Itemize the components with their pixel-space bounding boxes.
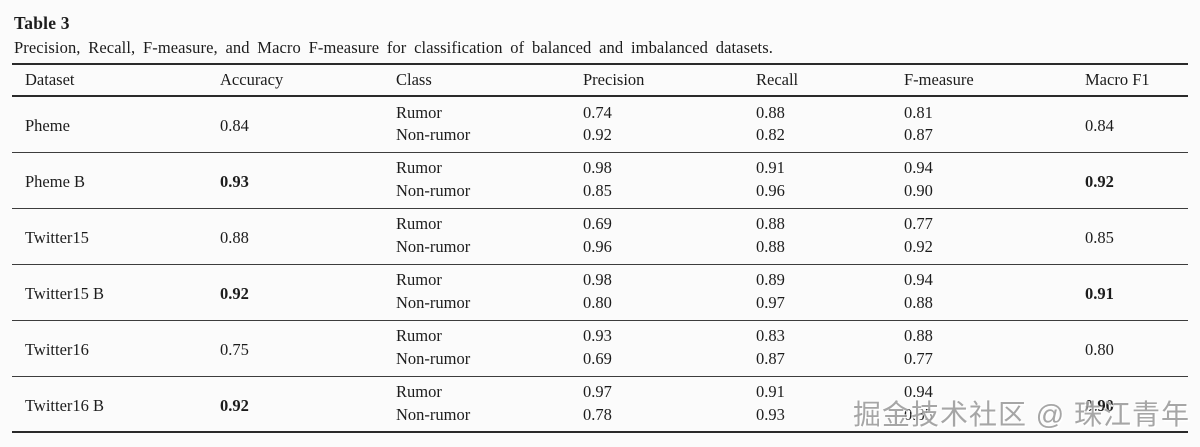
class-cell: Non-rumor [396, 125, 471, 145]
fmeasure-cell: 0.94 [904, 382, 933, 402]
recall-cell: 0.93 [756, 405, 785, 424]
dataset-cell: Twitter15 [25, 228, 89, 247]
macro-f1-cell: 0.85 [1085, 228, 1114, 247]
class-cell: Rumor [396, 158, 442, 178]
class-cell: Rumor [396, 102, 442, 122]
recall-cell: 0.83 [756, 326, 785, 346]
recall-cell: 0.88 [756, 237, 785, 257]
table-header: Dataset Accuracy Class Precision Recall … [12, 63, 1188, 97]
fmeasure-cell: 0.77 [904, 214, 933, 234]
precision-cell: 0.69 [583, 349, 612, 369]
fmeasure-cell: 0.90 [904, 181, 933, 201]
precision-cell: 0.85 [583, 181, 612, 201]
precision-cell: 0.98 [583, 158, 612, 178]
dataset-cell: Pheme [25, 116, 70, 136]
precision-cell: 0.92 [583, 125, 612, 145]
precision-cell: 0.69 [583, 214, 612, 234]
table-number: Table 3 [14, 13, 70, 33]
macro-f1-cell: 0.91 [1085, 284, 1114, 303]
table-row-group-pheme-b: Pheme B 0.93 Rumor 0.98 0.91 0.94 0.92 N… [12, 152, 1188, 208]
fmeasure-cell: 0.88 [904, 326, 933, 346]
accuracy-cell: 0.88 [220, 228, 249, 247]
table-row-group-twitter15-b: Twitter15 B 0.92 Rumor 0.98 0.89 0.94 0.… [12, 264, 1188, 320]
macro-f1-cell: 0.92 [1085, 172, 1114, 191]
dataset-cell: Twitter16 [25, 340, 89, 359]
class-cell: Non-rumor [396, 405, 471, 424]
class-cell: Rumor [396, 382, 442, 402]
class-cell: Non-rumor [396, 181, 471, 201]
precision-cell: 0.74 [583, 102, 612, 122]
class-cell: Rumor [396, 270, 442, 290]
class-cell: Non-rumor [396, 293, 471, 313]
table-row-group-twitter16: Twitter16 0.75 Rumor 0.93 0.83 0.88 0.80… [12, 320, 1188, 376]
fmeasure-cell: 0.88 [904, 293, 933, 313]
precision-cell: 0.93 [583, 326, 612, 346]
precision-cell: 0.97 [583, 382, 612, 402]
dataset-cell: Twitter15 B [25, 284, 105, 303]
fmeasure-cell: 0.87 [904, 125, 933, 145]
col-header-class: Class [383, 63, 570, 97]
macro-f1-cell: 0.84 [1085, 116, 1114, 136]
fmeasure-cell: 0.77 [904, 349, 933, 369]
recall-cell: 0.87 [756, 349, 785, 369]
recall-cell: 0.96 [756, 181, 785, 201]
col-header-dataset: Dataset [12, 63, 207, 97]
col-header-recall: Recall [743, 63, 891, 97]
table-row-group-pheme: Pheme 0.84 Rumor 0.74 0.88 0.81 0.84 Non… [12, 96, 1188, 152]
col-header-precision: Precision [570, 63, 743, 97]
fmeasure-cell: 0.81 [904, 102, 933, 122]
dataset-cell: Pheme B [25, 172, 86, 191]
accuracy-cell: 0.75 [220, 340, 249, 359]
fmeasure-cell: 0.94 [904, 270, 933, 290]
accuracy-cell: 0.93 [220, 172, 249, 191]
precision-cell: 0.96 [583, 237, 612, 257]
col-header-fmeasure: F-measure [891, 63, 1072, 97]
table-row-group-twitter15: Twitter15 0.88 Rumor 0.69 0.88 0.77 0.85… [12, 208, 1188, 264]
table-caption-block: Table 3 Precision, Recall, F-measure, an… [0, 0, 1200, 58]
class-cell: Rumor [396, 326, 442, 346]
accuracy-cell: 0.92 [220, 395, 249, 415]
col-header-macrof1: Macro F1 [1072, 63, 1188, 97]
class-cell: Rumor [396, 214, 442, 234]
recall-cell: 0.88 [756, 102, 785, 122]
accuracy-cell: 0.84 [220, 116, 249, 136]
fmeasure-cell: 0.94 [904, 158, 933, 178]
recall-cell: 0.91 [756, 382, 785, 402]
class-cell: Non-rumor [396, 349, 471, 369]
precision-cell: 0.80 [583, 293, 612, 313]
recall-cell: 0.91 [756, 158, 785, 178]
recall-cell: 0.88 [756, 214, 785, 234]
macro-f1-cell: 0.90 [1085, 395, 1114, 415]
class-cell: Non-rumor [396, 237, 471, 257]
dataset-cell: Twitter16 B [25, 395, 105, 415]
recall-cell: 0.82 [756, 125, 785, 145]
col-header-accuracy: Accuracy [207, 63, 383, 97]
recall-cell: 0.97 [756, 293, 785, 313]
macro-f1-cell: 0.80 [1085, 340, 1114, 359]
accuracy-cell: 0.92 [220, 284, 249, 303]
fmeasure-cell: 0.92 [904, 237, 933, 257]
table-caption: Precision, Recall, F-measure, and Macro … [14, 38, 773, 57]
fmeasure-cell: 0.85 [904, 405, 933, 424]
results-table: Dataset Accuracy Class Precision Recall … [12, 63, 1188, 433]
recall-cell: 0.89 [756, 270, 785, 290]
precision-cell: 0.98 [583, 270, 612, 290]
precision-cell: 0.78 [583, 405, 612, 424]
table-row-group-twitter16-b: Twitter16 B 0.92 Rumor 0.97 0.91 0.94 0.… [12, 376, 1188, 432]
